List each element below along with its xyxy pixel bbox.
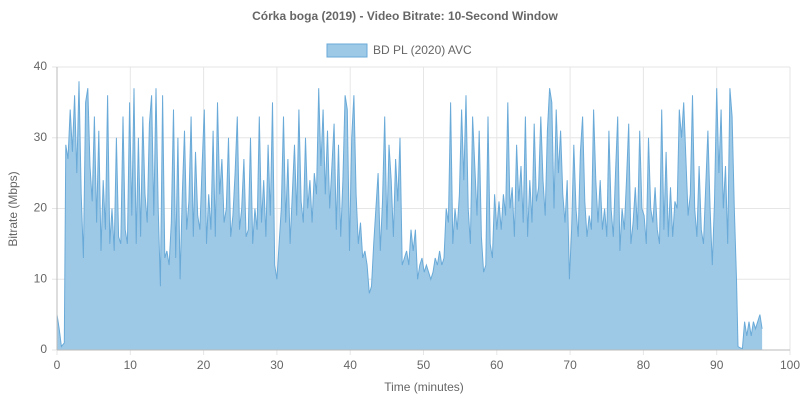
x-tick-label: 50 bbox=[417, 358, 431, 372]
x-tick-label: 80 bbox=[637, 358, 651, 372]
line bbox=[56, 81, 763, 350]
y-axis-label: Bitrate (Mbps) bbox=[6, 171, 20, 246]
x-tick-label: 20 bbox=[197, 358, 211, 372]
x-tick-label: 40 bbox=[344, 358, 358, 372]
x-tick-label: 60 bbox=[490, 358, 504, 372]
x-tick-label: 70 bbox=[563, 358, 577, 372]
y-tick-label: 10 bbox=[34, 271, 48, 285]
x-tick-label: 90 bbox=[710, 358, 724, 372]
x-tick-label: 10 bbox=[124, 358, 138, 372]
legend-swatch bbox=[326, 43, 368, 58]
x-tick-label: 30 bbox=[270, 358, 284, 372]
y-tick-label: 20 bbox=[34, 201, 48, 215]
legend-label[interactable]: BD PL (2020) AVC bbox=[373, 43, 472, 57]
x-tick-label: 0 bbox=[54, 358, 61, 372]
chart-title: Córka boga (2019) - Video Bitrate: 10-Se… bbox=[252, 9, 558, 23]
y-tick-label: 40 bbox=[34, 59, 48, 73]
x-axis-label: Time (minutes) bbox=[384, 380, 464, 394]
y-tick-label: 0 bbox=[40, 342, 47, 356]
x-tick-label: 100 bbox=[780, 358, 800, 372]
y-tick-label: 30 bbox=[34, 130, 48, 144]
area-fill bbox=[57, 81, 763, 350]
